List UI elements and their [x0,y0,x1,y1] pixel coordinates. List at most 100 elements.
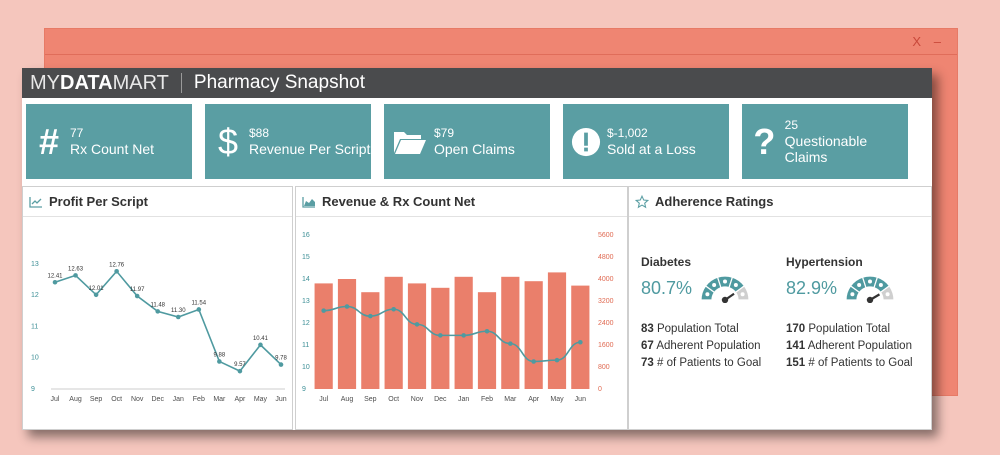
background-close-button[interactable]: X [912,34,921,49]
revenue-bar[interactable] [361,292,380,389]
data-point[interactable] [73,273,78,278]
revenue-bar[interactable] [501,276,520,389]
kpi-open-claims[interactable]: $79 Open Claims [384,104,550,179]
revenue-bar[interactable] [384,276,403,389]
x-tick-label: Nov [131,396,144,403]
data-point[interactable] [391,306,396,312]
data-label: 9.57 [234,362,246,368]
data-point[interactable] [258,342,263,348]
revenue-bar[interactable] [337,279,357,389]
data-point[interactable] [578,339,583,345]
revenue-bar[interactable] [547,272,567,389]
kpi-label: Questionable Claims [784,133,868,165]
panel-header: Revenue & Rx Count Net [296,187,627,217]
gauge-star [857,283,862,288]
x-tick-label: Sep [90,396,103,403]
panels: Profit Per Script 13 12 11 10 9 Jul Aug Sep Oct N… [22,186,932,430]
data-point[interactable] [175,314,181,320]
y-tick-label: 10 [31,355,39,362]
data-label: 12.01 [89,286,105,292]
data-point[interactable] [237,368,243,374]
condition-name: Hypertension [786,255,863,269]
kpi-questionable-claims[interactable]: ? 25 Questionable Claims [742,104,908,179]
x-tick-label: Jan [173,396,184,403]
panel-title: Profit Per Script [49,194,148,209]
x-tick-label: Mar [213,396,226,403]
panel-header: Profit Per Script [23,187,292,217]
logo-mart: MART [112,71,169,94]
data-label: 11.54 [192,300,207,306]
kpi-value: 25 [784,118,798,132]
data-point[interactable] [217,359,222,364]
revenue-bar[interactable] [477,292,497,389]
data-label: 12.63 [68,266,84,272]
kpi-revenue-per-script[interactable]: $ $88 Revenue Per Script [205,104,371,179]
profit-series-line [54,270,282,373]
revenue-bar[interactable] [524,281,543,389]
adherence-stats: 83 Population Total 67 Adherent Populati… [641,321,791,372]
revenue-combo-chart: 16 15 14 13 12 11 10 9 5600 4800 4000 3200 2400 1600 8… [302,232,614,403]
revenue-bar[interactable] [454,276,473,389]
x-tick-label: Jul [319,396,328,403]
condition-name: Diabetes [641,255,692,269]
adherence-hypertension: Hypertension 82.9% 170 Population Total … [786,255,936,372]
revenue-bar[interactable] [314,283,333,389]
data-label: 11.97 [130,287,145,293]
kpi-value: $88 [249,126,270,140]
data-point[interactable] [438,333,443,338]
gauge-hub [866,296,874,303]
x-tick-label: Apr [528,396,540,403]
gauge-star [878,283,883,288]
adherence-diabetes: Diabetes 80.7% 83 Population Total 67 Ad… [641,255,791,372]
data-point[interactable] [554,357,560,363]
data-point[interactable] [414,322,420,327]
revenue-bar[interactable] [407,283,427,389]
data-point[interactable] [508,341,513,346]
star-icon [635,194,649,208]
adherence-rate: 80.7% [641,277,693,298]
kpi-label: Rx Count Net [70,141,155,157]
data-point[interactable] [321,308,326,313]
data-label: 9.78 [275,356,287,362]
y-left-tick-label: 9 [302,386,306,393]
logo-data: DATA [60,71,113,94]
revenue-bar[interactable] [431,287,450,389]
data-label: 10.41 [253,336,269,342]
x-tick-label: Oct [388,396,399,403]
y-tick-label: 12 [31,292,39,299]
kpi-rx-count-net[interactable]: # 77 Rx Count Net [26,104,192,179]
y-left-tick-label: 16 [302,232,310,239]
gauge-hub [721,296,729,303]
data-point[interactable] [484,328,490,334]
stat-row: 151 # of Patients to Goal [786,357,913,369]
data-point[interactable] [461,333,466,338]
data-point[interactable] [114,268,119,274]
adherence-panel: Adherence Ratings Diabetes 80.7% 83 Popu… [628,186,932,430]
hash-icon: # [38,120,60,162]
dollar-icon: $ [217,120,239,162]
background-minimize-button[interactable]: – [933,34,941,49]
data-point[interactable] [134,293,140,299]
panel-title: Revenue & Rx Count Net [322,194,476,209]
data-point[interactable] [52,279,58,285]
y-left-tick-label: 13 [302,298,310,305]
data-point[interactable] [344,304,350,309]
kpi-sold-at-a-loss[interactable]: $-1,002 Sold at a Loss [563,104,729,179]
data-point[interactable] [278,362,284,367]
data-point[interactable] [368,313,373,319]
x-tick-label: Mar [504,396,517,403]
data-point[interactable] [93,292,99,298]
y-left-tick-label: 12 [302,320,310,327]
y-right-tick-label: 4000 [598,276,614,283]
y-left-tick-label: 15 [302,254,310,261]
data-point[interactable] [531,359,536,364]
x-tick-label: Aug [341,396,354,403]
gauge-star [705,292,710,297]
kpi-value: 77 [70,126,84,140]
data-point[interactable] [155,309,161,314]
data-point[interactable] [196,307,202,312]
revenue-bar[interactable] [571,285,590,389]
kpi-label: Sold at a Loss [607,141,696,157]
folder-open-icon [392,129,428,155]
data-label: 9.88 [214,352,226,358]
